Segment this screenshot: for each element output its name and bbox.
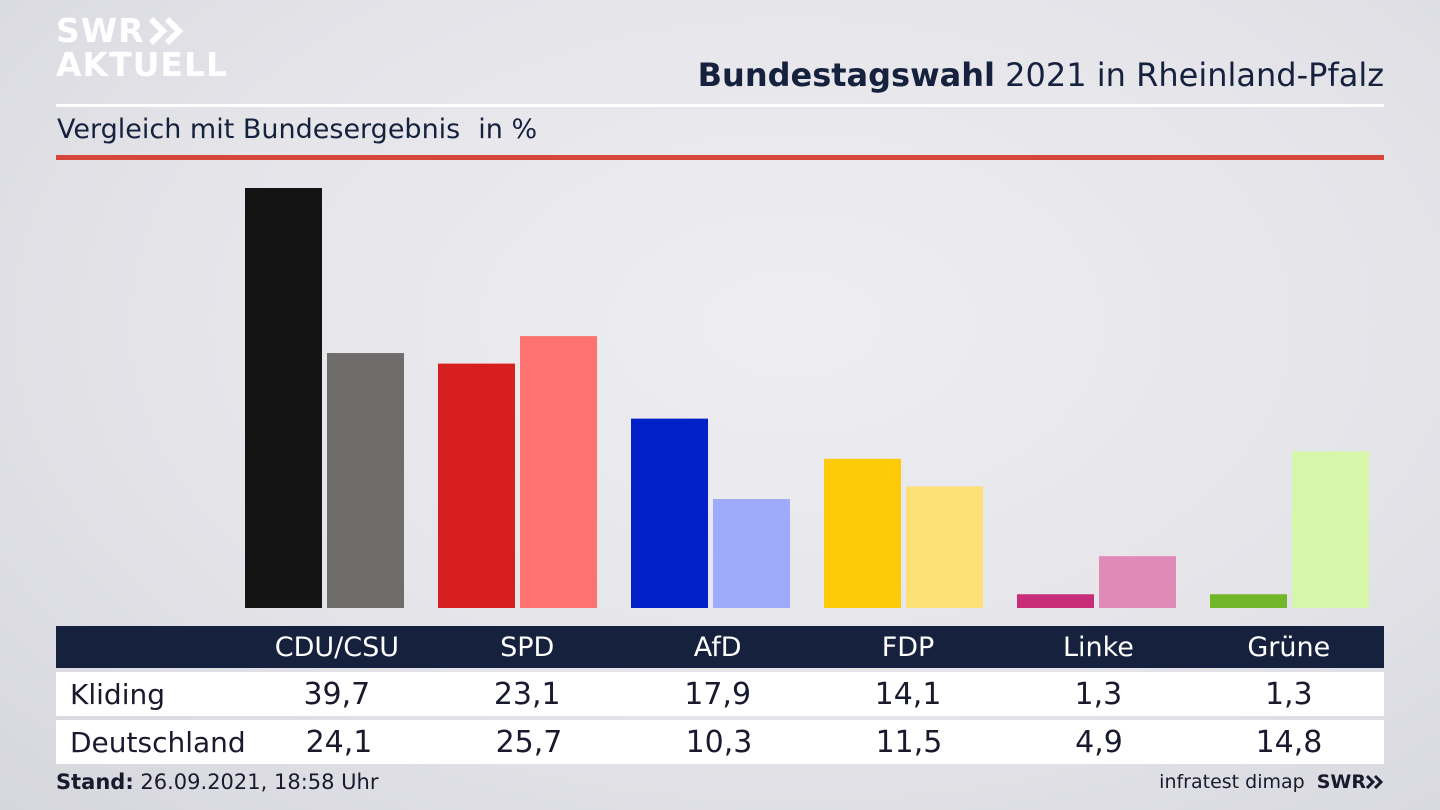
table-cell: 25,7	[495, 724, 563, 760]
table-cell: 14,1	[874, 676, 942, 712]
table-row: Deutschland 24,1 25,7 10,3 11,5 4,9 14,8	[56, 720, 1384, 764]
bar-grüne-1	[1292, 451, 1369, 608]
logo-line1: SWR	[56, 11, 145, 50]
table-cell: 17,9	[684, 676, 752, 712]
chevrons-icon	[148, 16, 183, 46]
title-rest: 2021 in Rheinland-Pfalz	[995, 56, 1384, 94]
source-text: infratest dimap	[1159, 771, 1305, 793]
row-label: Deutschland	[70, 725, 246, 759]
header-party: Grüne	[1247, 631, 1331, 663]
source-credit: infratest dimap SWR	[1159, 771, 1384, 793]
subtitle-text: Vergleich mit Bundesergebnis	[57, 114, 461, 145]
timestamp: Stand: 26.09.2021, 18:58 Uhr	[56, 770, 379, 794]
bar-spd-1	[520, 336, 597, 608]
logo-line2: AKTUELL	[56, 45, 229, 84]
stand-value: 26.09.2021, 18:58 Uhr	[133, 770, 379, 794]
table-cell: 11,5	[875, 724, 943, 760]
table-cell: 4,9	[1075, 724, 1123, 760]
title-bold: Bundestagswahl	[697, 56, 995, 94]
stand-label: Stand:	[56, 770, 134, 794]
bar-linke-0	[1017, 594, 1094, 608]
table-header: CDU/CSU SPD AfD FDP Linke Grüne	[56, 626, 1384, 668]
header-party: FDP	[881, 631, 935, 663]
row-label: Kliding	[70, 677, 165, 711]
swr-aktuell-logo: SWR AKTUELL	[56, 14, 228, 82]
table-cell: 14,8	[1255, 724, 1323, 760]
table-cell: 1,3	[1074, 676, 1123, 712]
chart-subtitle: Vergleich mit Bundesergebnis in %	[57, 114, 537, 145]
bar-fdp-1	[906, 486, 983, 608]
chevrons-small-icon	[1366, 774, 1384, 790]
accent-rule	[56, 155, 1384, 160]
table-cell: 1,3	[1264, 676, 1313, 712]
swr-footer-text: SWR	[1316, 771, 1366, 793]
bar-afd-0	[631, 418, 708, 608]
table-cell: 23,1	[493, 676, 561, 712]
swr-footer-logo: SWR	[1317, 771, 1384, 793]
table-cell: 24,1	[305, 724, 373, 760]
bar-cducsu-0	[245, 188, 322, 608]
page-title: Bundestagswahl 2021 in Rheinland-Pfalz	[698, 56, 1384, 94]
bar-grüne-0	[1210, 594, 1287, 608]
bar-fdp-0	[824, 458, 901, 608]
subtitle-unit: in %	[478, 114, 538, 145]
bar-spd-0	[438, 363, 515, 608]
header-party: CDU/CSU	[274, 631, 399, 663]
header-rule	[56, 104, 1384, 107]
table-cell: 39,7	[303, 676, 371, 712]
bar-chart	[245, 188, 1369, 608]
bar-linke-1	[1099, 556, 1176, 608]
header-party: Linke	[1062, 631, 1134, 663]
bar-afd-1	[713, 499, 790, 608]
header-party: SPD	[500, 631, 555, 663]
bar-cducsu-1	[327, 353, 404, 608]
results-table: CDU/CSU SPD AfD FDP Linke Grüne Kliding 39,7 23…	[56, 626, 1384, 764]
header-party: AfD	[693, 631, 742, 663]
table-cell: 10,3	[685, 724, 753, 760]
table-row: Kliding 39,7 23,1 17,9 14,1 1,3 1,3	[56, 672, 1384, 716]
